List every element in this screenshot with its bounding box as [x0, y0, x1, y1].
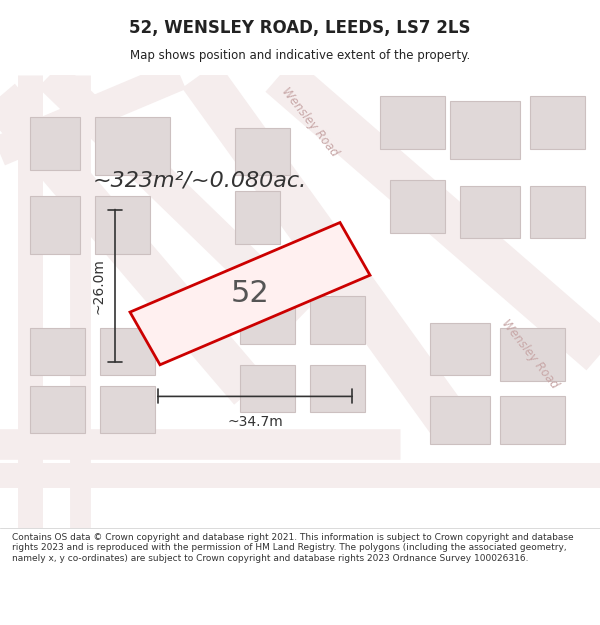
Bar	[430, 322, 490, 376]
Bar	[310, 296, 365, 344]
Text: ~323m²/~0.080ac.: ~323m²/~0.080ac.	[93, 171, 307, 191]
Bar	[30, 196, 80, 254]
Text: Wensley Road: Wensley Road	[279, 86, 341, 159]
Bar	[95, 117, 170, 175]
Text: Wensley Road: Wensley Road	[499, 318, 561, 391]
Bar	[30, 328, 85, 376]
Text: Contains OS data © Crown copyright and database right 2021. This information is : Contains OS data © Crown copyright and d…	[12, 533, 574, 562]
Bar	[380, 96, 445, 149]
Bar	[500, 396, 565, 444]
Bar	[390, 181, 445, 233]
Text: Map shows position and indicative extent of the property.: Map shows position and indicative extent…	[130, 49, 470, 62]
Bar	[240, 296, 295, 344]
Text: 52: 52	[230, 279, 269, 308]
Bar	[460, 186, 520, 238]
Polygon shape	[130, 222, 370, 365]
Text: ~34.7m: ~34.7m	[227, 416, 283, 429]
Text: 52, WENSLEY ROAD, LEEDS, LS7 2LS: 52, WENSLEY ROAD, LEEDS, LS7 2LS	[129, 19, 471, 37]
Bar	[500, 328, 565, 381]
Bar	[240, 365, 295, 413]
Bar	[235, 127, 290, 175]
Bar	[310, 365, 365, 413]
Bar	[95, 196, 150, 254]
Bar	[30, 386, 85, 433]
Bar	[450, 101, 520, 159]
Bar	[100, 328, 155, 376]
Bar	[235, 191, 280, 244]
Bar	[430, 396, 490, 444]
Text: ~26.0m: ~26.0m	[91, 258, 105, 314]
Bar	[30, 117, 80, 170]
Bar	[530, 186, 585, 238]
Bar	[100, 386, 155, 433]
Bar	[530, 96, 585, 149]
